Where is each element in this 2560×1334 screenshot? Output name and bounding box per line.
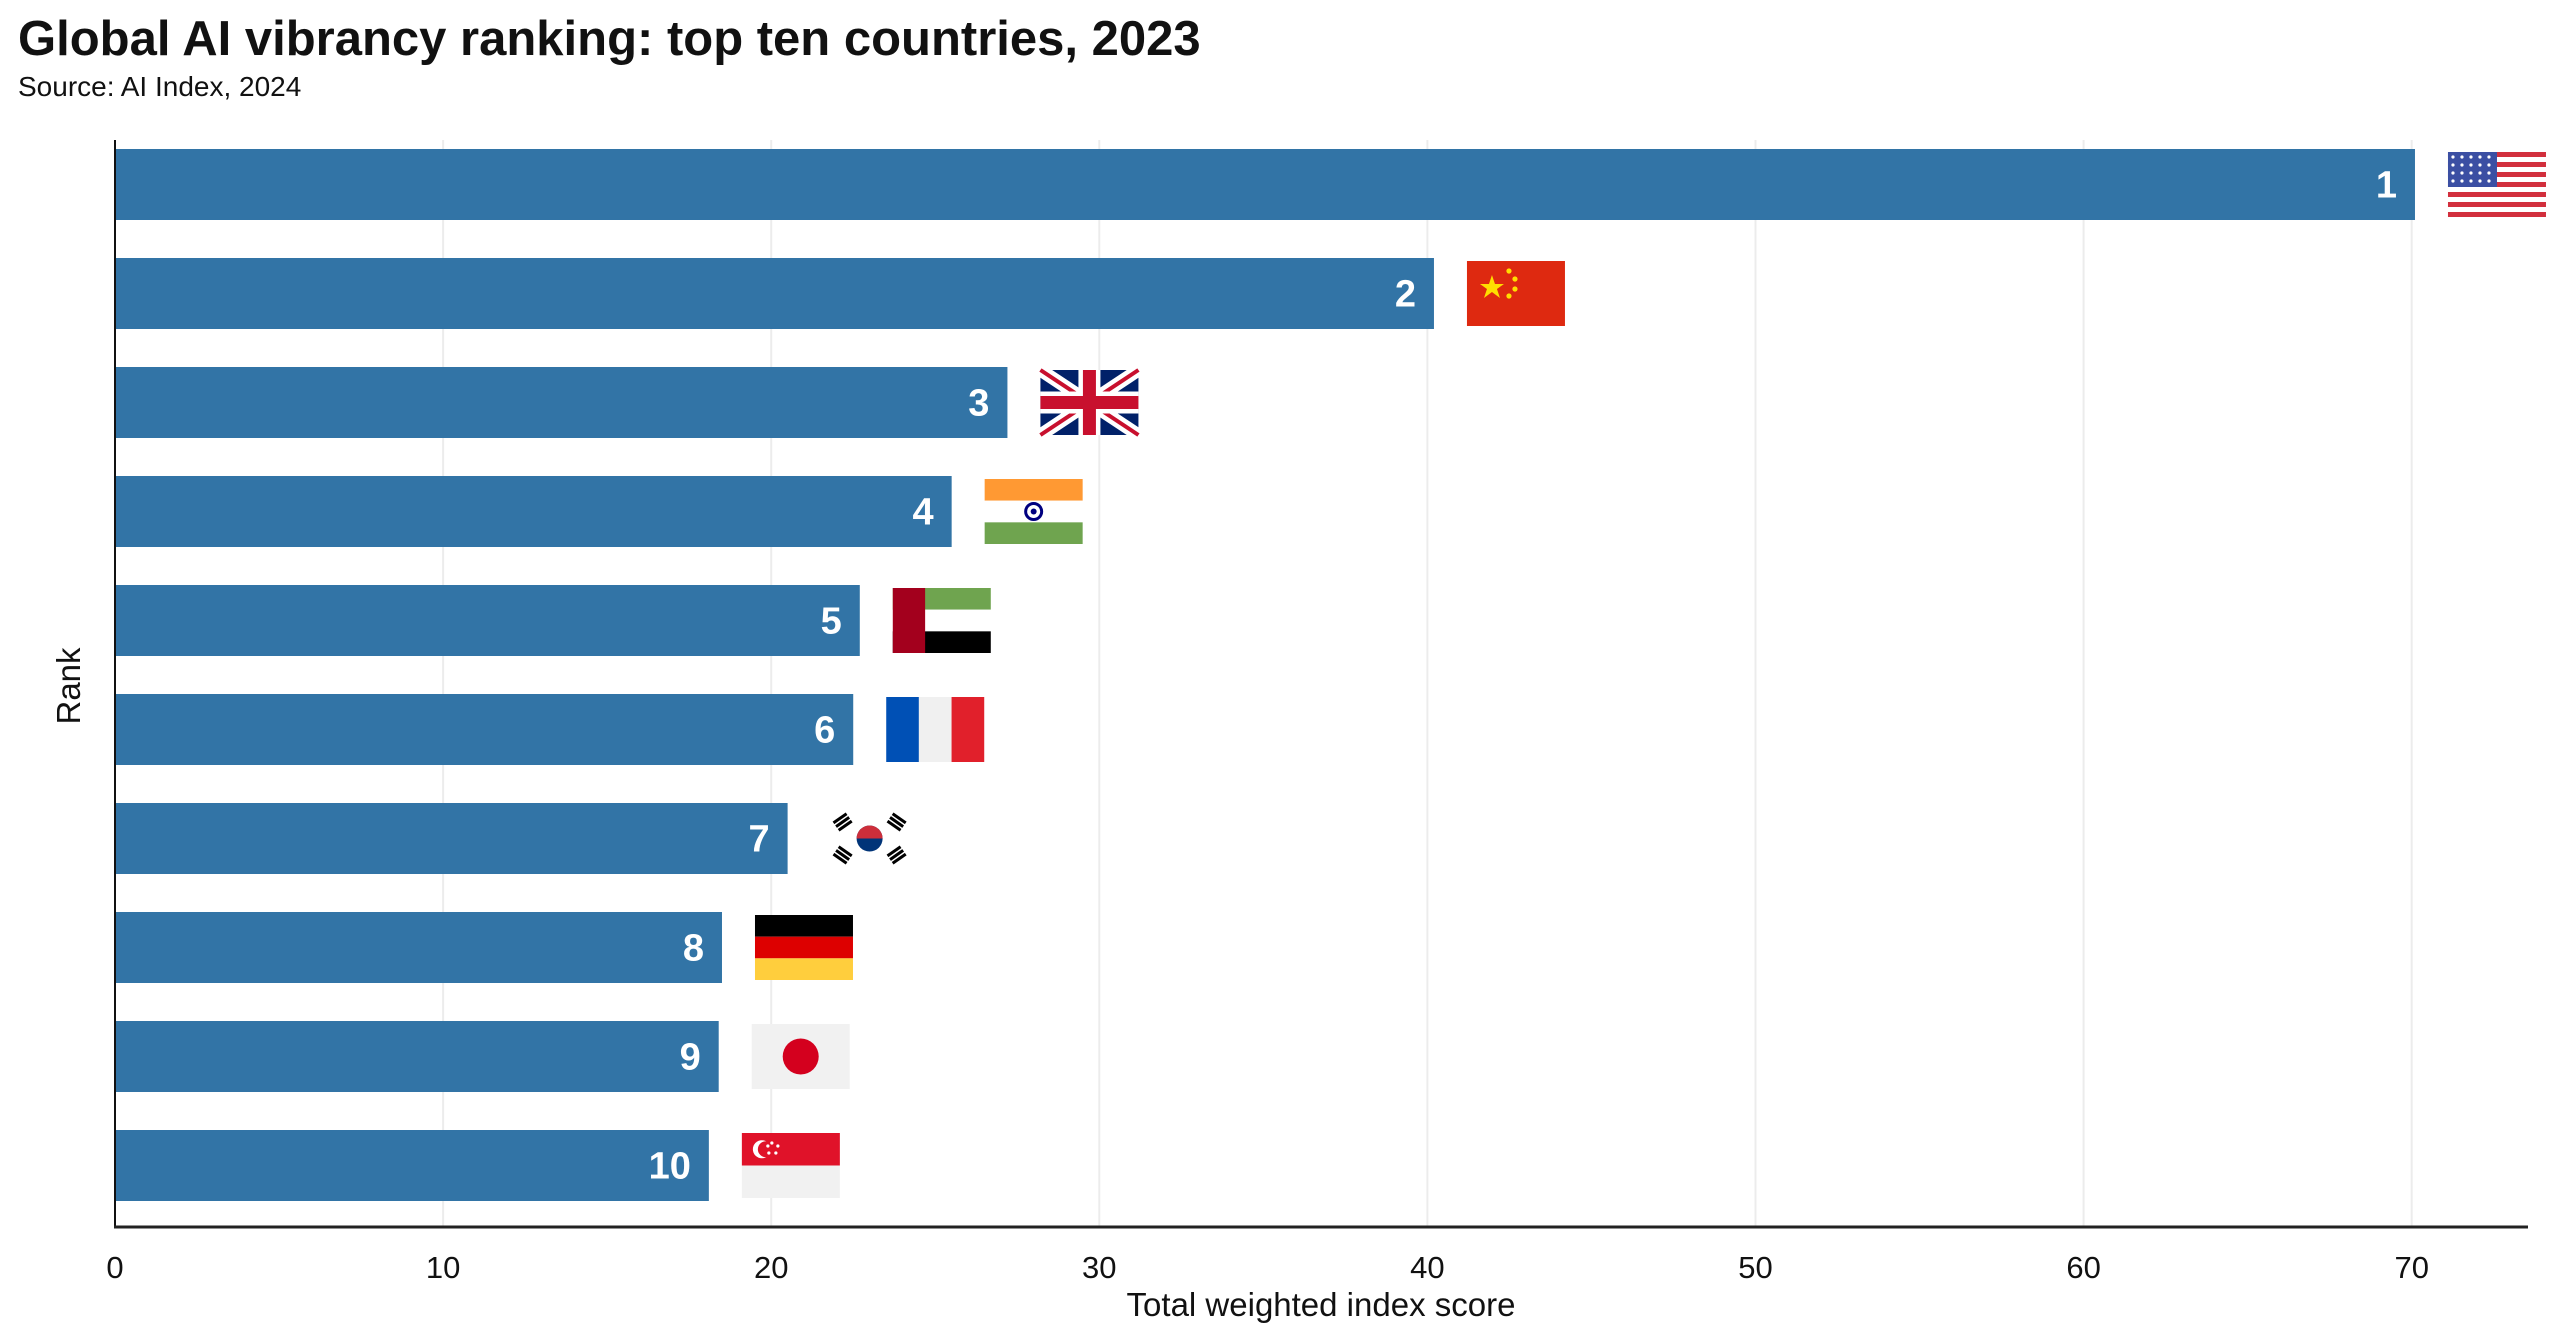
x-tick-label: 10 bbox=[426, 1250, 460, 1285]
bar-rank-label: 8 bbox=[683, 928, 704, 970]
x-tick-label: 40 bbox=[1410, 1250, 1444, 1285]
bar-rank-label: 4 bbox=[913, 492, 934, 534]
bar-rank-label: 1 bbox=[2376, 165, 2397, 207]
chart-title: Global AI vibrancy ranking: top ten coun… bbox=[18, 12, 1201, 66]
bar-rank-label: 6 bbox=[814, 710, 835, 752]
bar-row: 2 bbox=[115, 258, 1565, 329]
bar bbox=[115, 476, 952, 547]
bar-row: 6 bbox=[115, 694, 985, 765]
bar-row: 7 bbox=[115, 803, 919, 874]
south-korea-flag-icon bbox=[820, 806, 919, 871]
bar-row: 8 bbox=[115, 912, 853, 983]
bar bbox=[115, 367, 1008, 438]
y-axis-label: Rank bbox=[50, 647, 87, 725]
bar bbox=[115, 585, 860, 656]
bar-row: 9 bbox=[115, 1021, 850, 1092]
india-flag-icon bbox=[984, 479, 1083, 544]
bar bbox=[115, 1021, 719, 1092]
bar-row: 1 bbox=[115, 149, 2546, 220]
bar-row: 10 bbox=[115, 1130, 840, 1201]
singapore-flag-icon bbox=[741, 1133, 840, 1198]
bar bbox=[115, 258, 1434, 329]
us-flag-icon bbox=[2447, 152, 2546, 217]
x-tick-labels: 0 10 20 30 40 50 60 70 bbox=[106, 1250, 2429, 1285]
bar-rank-label: 10 bbox=[649, 1146, 691, 1188]
x-axis-label: Total weighted index score bbox=[1127, 1286, 1516, 1323]
x-tick-label: 20 bbox=[754, 1250, 788, 1285]
bar bbox=[115, 694, 854, 765]
germany-flag-icon bbox=[754, 915, 853, 980]
x-tick-label: 70 bbox=[2394, 1250, 2428, 1285]
uae-flag-icon bbox=[892, 588, 991, 653]
bar bbox=[115, 803, 788, 874]
x-tick-label: 0 bbox=[106, 1250, 123, 1285]
france-flag-icon bbox=[886, 697, 985, 762]
bar-rank-label: 5 bbox=[821, 601, 842, 643]
bar-rank-label: 3 bbox=[968, 383, 989, 425]
bar-rank-label: 2 bbox=[1395, 274, 1416, 316]
x-tick-label: 50 bbox=[1738, 1250, 1772, 1285]
bar bbox=[115, 1130, 709, 1201]
bar-row: 5 bbox=[115, 585, 991, 656]
bars: 1 2 3 4 5 6 7 8 9 10 bbox=[115, 149, 2546, 1201]
bar-rank-label: 7 bbox=[748, 819, 769, 861]
x-tick-label: 60 bbox=[2066, 1250, 2100, 1285]
bar bbox=[115, 912, 722, 983]
china-flag-icon bbox=[1466, 261, 1565, 326]
japan-flag-icon bbox=[751, 1024, 850, 1089]
bar-row: 3 bbox=[115, 364, 1143, 441]
chart-subtitle: Source: AI Index, 2024 bbox=[18, 71, 301, 102]
uk-flag-icon bbox=[1036, 364, 1143, 441]
bar-rank-label: 9 bbox=[680, 1037, 701, 1079]
bar-row: 4 bbox=[115, 476, 1083, 547]
bar bbox=[115, 149, 2415, 220]
x-tick-label: 30 bbox=[1082, 1250, 1116, 1285]
